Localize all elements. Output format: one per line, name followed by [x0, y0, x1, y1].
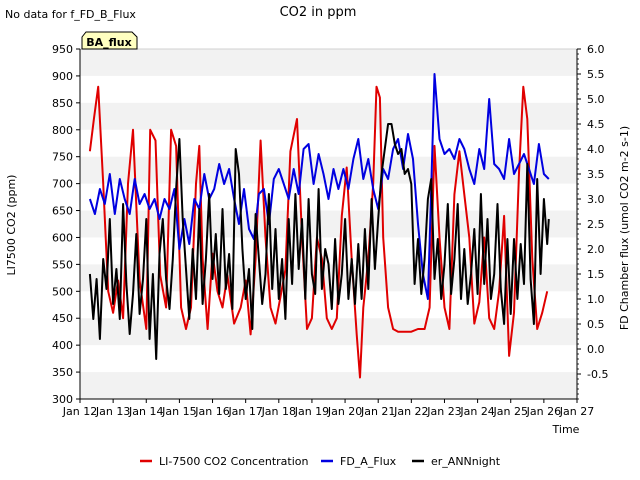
x-tick-label: Jan 12: [62, 405, 97, 418]
x-tick-label: Jan 26: [526, 405, 561, 418]
y-tick-right-label: 2.5: [587, 218, 605, 231]
x-tick-label: Jan 14: [128, 405, 163, 418]
x-tick-label: Jan 22: [393, 405, 428, 418]
y-axis-left-label: LI7500 CO2 (ppm): [5, 175, 18, 276]
x-tick-label: Jan 13: [95, 405, 130, 418]
y-tick-left-label: 750: [52, 151, 73, 164]
badge-label: BA_flux: [86, 36, 131, 49]
series-line-er-annnight: [88, 123, 550, 360]
y-tick-left-label: 700: [52, 178, 73, 191]
y-tick-right-label: 5.0: [587, 93, 605, 106]
y-tick-left-label: 400: [52, 339, 73, 352]
x-tick-label: Jan 23: [426, 405, 461, 418]
x-tick-label: Jan 21: [360, 405, 395, 418]
x-tick-label: Jan 19: [294, 405, 329, 418]
series-layer: [88, 73, 550, 379]
y-tick-right-label: 6.0: [587, 43, 605, 56]
background-band: [80, 156, 577, 184]
background-band: [80, 372, 577, 399]
chart-title: CO2 in ppm: [280, 5, 357, 20]
y-tick-right-label: -0.5: [587, 368, 608, 381]
y-tick-right-label: 1.0: [587, 293, 605, 306]
y-tick-left-label: 500: [52, 285, 73, 298]
background-band: [80, 102, 577, 130]
y-tick-left-label: 350: [52, 366, 73, 379]
y-tick-right-label: 3.0: [587, 193, 605, 206]
series-line-fd-a-flux: [88, 73, 550, 300]
y-tick-left-label: 900: [52, 70, 73, 83]
background-bands: [80, 49, 577, 399]
x-tick-label: Jan 20: [327, 405, 362, 418]
y-tick-left-label: 600: [52, 231, 73, 244]
legend-label-er-annnight: er_ANNnight: [431, 455, 501, 468]
background-band: [80, 49, 577, 76]
y-tick-left-label: 650: [52, 205, 73, 218]
y-tick-left-label: 300: [52, 393, 73, 406]
y-tick-left-label: 850: [52, 97, 73, 110]
y-axis-right-label: FD Chamber flux (umol CO2 m-2 s-1): [618, 126, 631, 330]
y-tick-left-label: 450: [52, 312, 73, 325]
legend: LI-7500 CO2 Concentration FD_A_Flux er_A…: [140, 455, 501, 468]
legend-label-fd-a-flux: FD_A_Flux: [340, 455, 397, 468]
x-tick-label: Jan 16: [194, 405, 229, 418]
y-tick-right-label: 1.5: [587, 268, 605, 281]
x-tick-label: Jan 15: [161, 405, 196, 418]
y-tick-left-label: 550: [52, 258, 73, 271]
y-tick-right-label: 4.0: [587, 143, 605, 156]
ba-flux-badge: BA_flux: [81, 31, 138, 50]
legend-label-co2: LI-7500 CO2 Concentration: [159, 455, 309, 468]
y-tick-right-label: 0.0: [587, 343, 605, 356]
x-tick-label: Jan 25: [493, 405, 528, 418]
no-data-note: No data for f_FD_B_Flux: [5, 8, 136, 21]
y-tick-right-label: 2.0: [587, 243, 605, 256]
x-tick-label: Jan 17: [227, 405, 262, 418]
y-tick-left-label: 950: [52, 43, 73, 56]
y-tick-right-label: 4.5: [587, 118, 605, 131]
x-axis-label: Time: [552, 423, 580, 436]
x-tick-label: Jan 27: [559, 405, 594, 418]
y-tick-right-label: 5.5: [587, 68, 605, 81]
axes-layer: 300 350 400 450 500 550 600 650 700 750 800 850 900 9…: [52, 43, 608, 418]
y-tick-left-label: 800: [52, 124, 73, 137]
y-tick-right-label: 3.5: [587, 168, 605, 181]
y-tick-right-label: 0.5: [587, 318, 605, 331]
x-tick-label: Jan 24: [459, 405, 494, 418]
x-tick-label: Jan 18: [261, 405, 296, 418]
